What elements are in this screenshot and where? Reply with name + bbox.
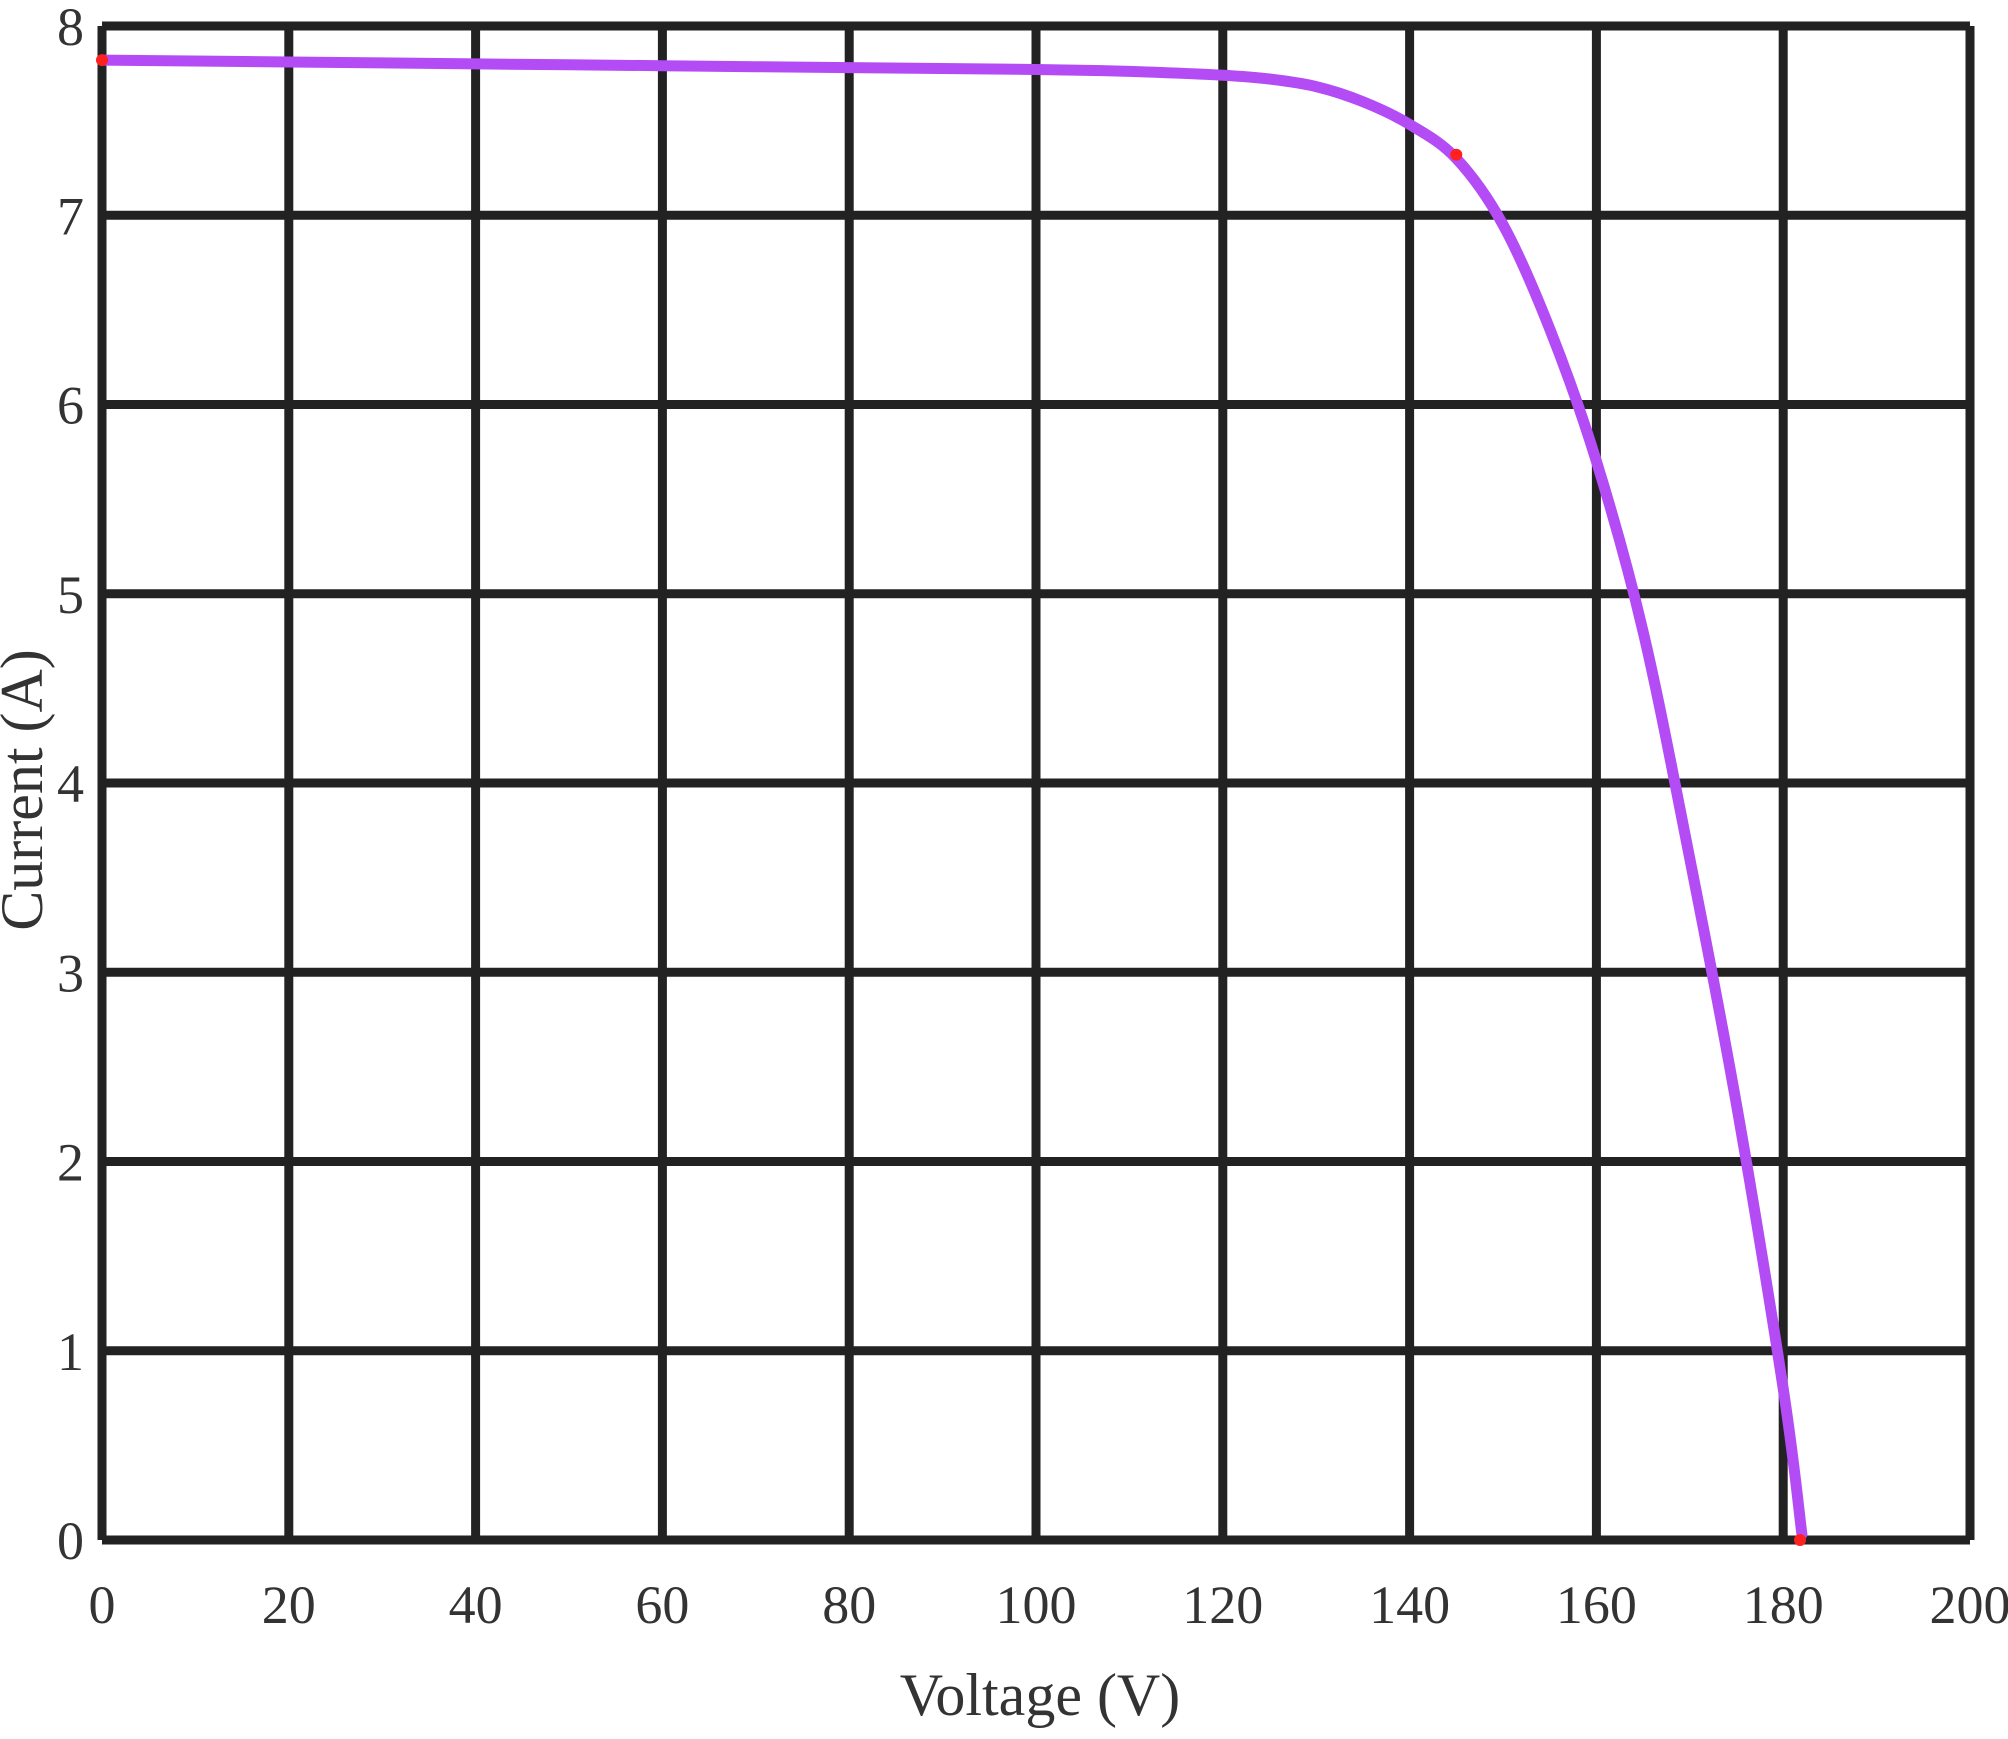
x-tick-label: 120	[1182, 1575, 1263, 1635]
y-tick-label: 7	[57, 186, 84, 246]
plot-area	[96, 54, 1808, 1546]
y-tick-label: 1	[57, 1322, 84, 1382]
key-point-marker	[1794, 1534, 1807, 1546]
key-point-marker	[96, 54, 108, 67]
grid-lines	[97, 21, 1975, 1545]
x-tick-label: 20	[262, 1575, 316, 1635]
y-tick-label: 2	[57, 1133, 84, 1193]
y-tick-label: 8	[57, 0, 84, 57]
y-tick-labels: 0 1 2 3 4 5 6 7 8	[57, 0, 84, 1571]
x-tick-label: 180	[1743, 1575, 1824, 1635]
x-tick-label: 40	[449, 1575, 503, 1635]
x-tick-label: 60	[635, 1575, 689, 1635]
x-tick-label: 0	[89, 1575, 116, 1635]
y-tick-label: 4	[57, 754, 84, 814]
y-axis-title: Current (A)	[0, 649, 55, 931]
x-tick-label: 140	[1369, 1575, 1450, 1635]
y-tick-label: 3	[57, 943, 84, 1003]
x-tick-labels: 0 20 40 60 80 100 120 140 160 180 200	[89, 1575, 2008, 1635]
key-point-marker	[1450, 148, 1463, 161]
x-tick-label: 80	[822, 1575, 876, 1635]
y-tick-label: 0	[57, 1511, 84, 1571]
y-tick-label: 6	[57, 376, 84, 436]
x-axis-title: Voltage (V)	[900, 1662, 1181, 1728]
x-tick-label: 160	[1556, 1575, 1637, 1635]
x-tick-label: 100	[996, 1575, 1077, 1635]
x-tick-label: 200	[1930, 1575, 2008, 1635]
iv-curve-line	[96, 54, 1808, 1540]
y-tick-label: 5	[57, 565, 84, 625]
